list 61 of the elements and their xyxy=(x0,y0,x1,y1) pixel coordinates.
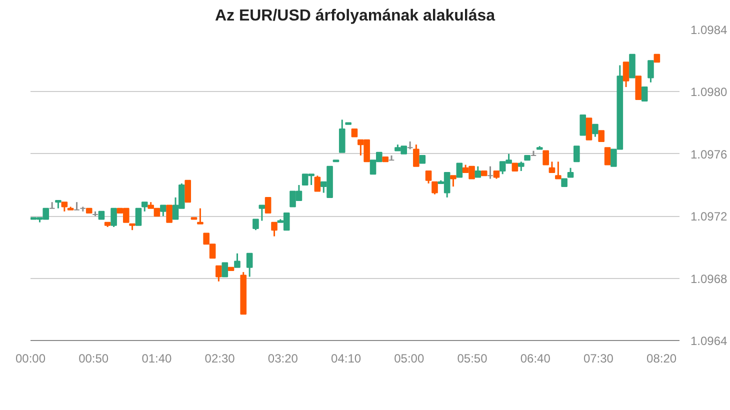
candlestick xyxy=(580,114,586,136)
x-tick-label: 02:30 xyxy=(204,352,236,366)
candlestick xyxy=(166,204,172,223)
candlestick xyxy=(222,262,228,278)
candlestick xyxy=(432,181,438,196)
candlestick xyxy=(456,162,463,178)
candlestick xyxy=(135,208,142,226)
x-tick-label: 04:10 xyxy=(331,352,362,366)
y-tick-label: 1.0972 xyxy=(690,210,728,224)
candlestick xyxy=(141,201,148,212)
candlestick xyxy=(413,144,420,168)
candlestick xyxy=(197,208,204,225)
candlestick xyxy=(567,167,574,178)
candlestick xyxy=(487,166,494,180)
candlestick xyxy=(629,54,636,78)
y-tick-label: 1.0980 xyxy=(690,85,728,100)
x-tick-label: 03:20 xyxy=(268,352,298,366)
candlestick xyxy=(635,76,642,100)
x-tick-label: 00:00 xyxy=(15,352,46,366)
candlestick xyxy=(252,218,259,231)
candlestick xyxy=(592,124,598,138)
candlestick xyxy=(160,204,166,217)
x-tick-label: 08:20 xyxy=(646,352,677,366)
candlestick xyxy=(258,204,266,222)
y-tick-label: 1.0964 xyxy=(690,334,728,348)
x-tick-label: 07:30 xyxy=(583,352,614,366)
y-tick-label: 1.0976 xyxy=(690,147,728,162)
candlestick xyxy=(264,196,272,214)
candlestick xyxy=(234,252,240,268)
candlestick xyxy=(518,160,524,172)
y-tick-label: 1.0968 xyxy=(690,272,728,286)
candlestick xyxy=(474,166,482,178)
candlestick xyxy=(61,201,68,212)
candlestick xyxy=(450,174,456,188)
x-tick-label: 01:40 xyxy=(142,352,172,366)
candlestick xyxy=(184,180,192,203)
candlestick xyxy=(574,146,580,162)
candlestick xyxy=(598,130,604,142)
candlestick xyxy=(548,160,556,174)
candlestick xyxy=(604,147,611,166)
x-tick-label: 05:00 xyxy=(394,352,424,366)
x-tick-label: 05:50 xyxy=(457,352,488,366)
x-tick-label: 00:50 xyxy=(78,352,109,366)
candlestick xyxy=(216,265,222,282)
candlestick xyxy=(48,201,56,210)
candlestick xyxy=(110,208,117,228)
candlestick xyxy=(74,201,80,211)
candlestick xyxy=(271,222,278,238)
candlestick xyxy=(622,61,630,88)
y-tick-label: 1.0984 xyxy=(690,23,728,37)
chart-title: Az EUR/USD árfolyamának alakulása xyxy=(214,8,496,24)
candlestick xyxy=(246,252,253,278)
candlestick xyxy=(314,174,321,192)
candlestick xyxy=(586,118,592,140)
candlestick xyxy=(338,118,346,154)
candlestick xyxy=(648,60,654,84)
x-tick-label: 06:40 xyxy=(520,352,551,366)
candlestick xyxy=(555,160,562,180)
candlestick xyxy=(641,86,648,102)
candlestick xyxy=(542,150,549,166)
candlestick xyxy=(425,170,432,184)
